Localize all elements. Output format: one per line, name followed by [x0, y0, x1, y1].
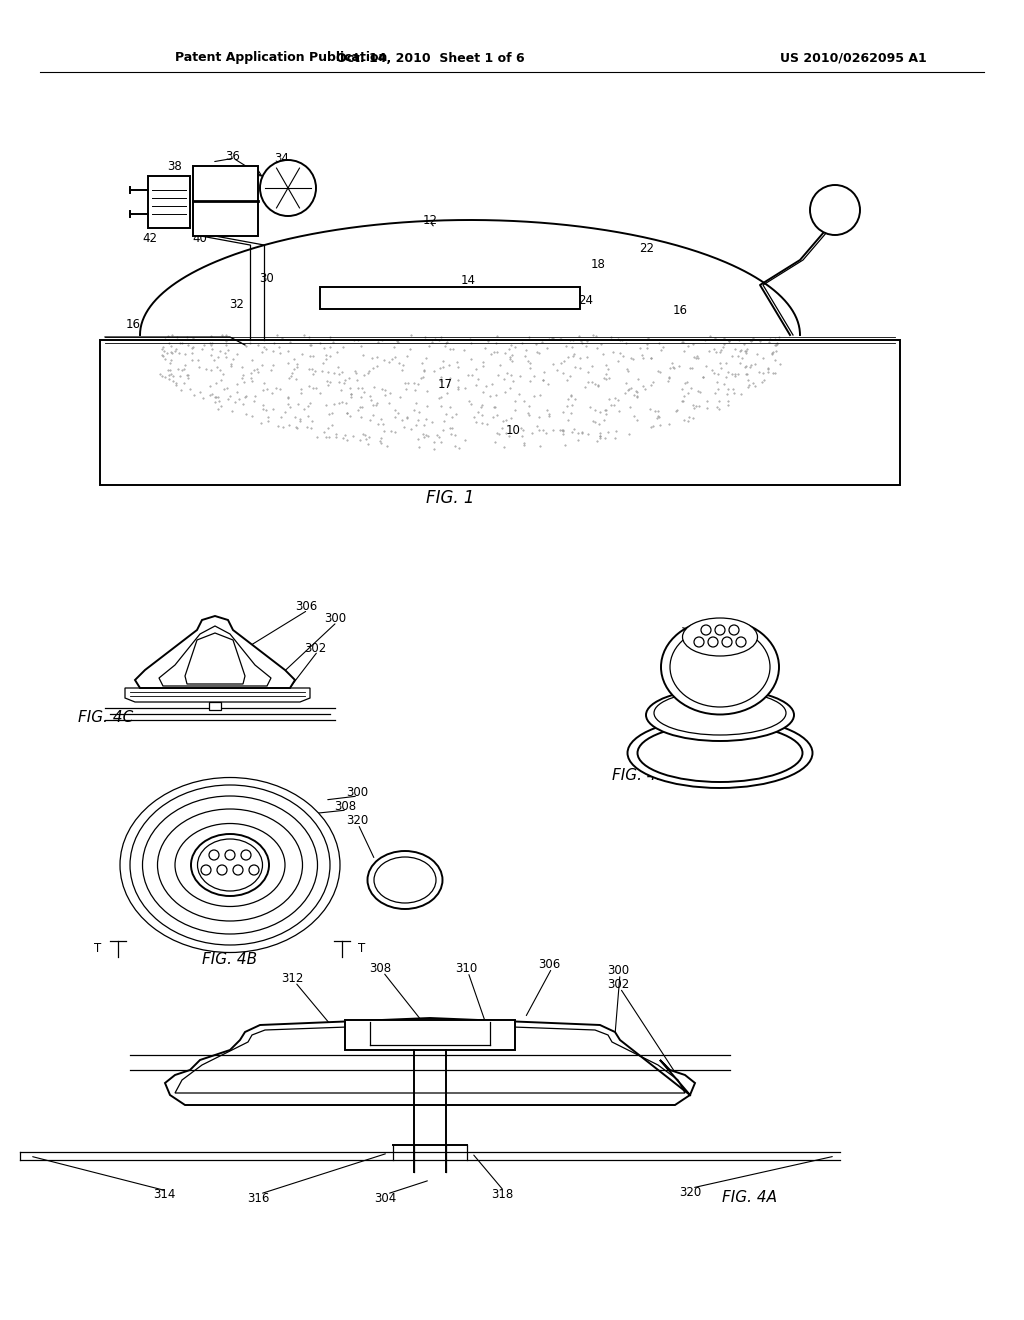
Polygon shape: [159, 626, 271, 686]
Text: 18: 18: [591, 259, 605, 272]
Ellipse shape: [191, 834, 269, 896]
Text: FIG. 1: FIG. 1: [426, 488, 474, 507]
Text: 312: 312: [281, 972, 303, 985]
Text: 12: 12: [423, 214, 437, 227]
Circle shape: [201, 865, 211, 875]
Circle shape: [715, 624, 725, 635]
Ellipse shape: [158, 809, 302, 921]
Circle shape: [701, 624, 711, 635]
Circle shape: [729, 624, 739, 635]
Polygon shape: [185, 634, 245, 684]
Ellipse shape: [670, 627, 770, 708]
Text: FIG. 4B: FIG. 4B: [203, 953, 258, 968]
Circle shape: [708, 638, 718, 647]
Text: 42: 42: [142, 231, 158, 244]
Polygon shape: [165, 1018, 695, 1105]
Circle shape: [694, 638, 705, 647]
Text: T: T: [358, 941, 366, 954]
Text: 300: 300: [709, 627, 731, 640]
Ellipse shape: [654, 690, 786, 735]
Text: 310: 310: [455, 961, 477, 974]
Text: 22: 22: [640, 242, 654, 255]
Text: 306: 306: [538, 957, 560, 970]
Circle shape: [209, 850, 219, 861]
Circle shape: [217, 865, 227, 875]
Text: 320: 320: [346, 813, 368, 826]
Text: 24: 24: [579, 293, 594, 306]
Polygon shape: [319, 286, 580, 309]
Circle shape: [233, 865, 243, 875]
Text: US 2010/0262095 A1: US 2010/0262095 A1: [780, 51, 927, 65]
Text: 16: 16: [673, 304, 687, 317]
Text: T: T: [94, 941, 101, 954]
Circle shape: [810, 185, 860, 235]
Text: 17: 17: [437, 379, 453, 392]
Circle shape: [249, 865, 259, 875]
Ellipse shape: [368, 851, 442, 909]
Text: 320: 320: [679, 1185, 701, 1199]
Polygon shape: [135, 616, 295, 688]
Polygon shape: [148, 176, 190, 228]
Circle shape: [722, 638, 732, 647]
Text: 304: 304: [374, 1192, 396, 1204]
Text: 308: 308: [369, 961, 391, 974]
Text: FIG. 4A: FIG. 4A: [723, 1191, 777, 1205]
Polygon shape: [209, 702, 221, 710]
Text: 318: 318: [490, 1188, 513, 1201]
Text: 308: 308: [334, 800, 356, 813]
Text: 314: 314: [153, 1188, 175, 1201]
Text: 38: 38: [168, 160, 182, 173]
Ellipse shape: [130, 785, 330, 945]
Text: 32: 32: [229, 298, 245, 312]
Text: 34: 34: [274, 153, 290, 165]
Text: Oct. 14, 2010  Sheet 1 of 6: Oct. 14, 2010 Sheet 1 of 6: [336, 51, 524, 65]
Text: FIG. 4C: FIG. 4C: [79, 710, 133, 726]
Text: 316: 316: [247, 1192, 269, 1204]
Text: 300: 300: [324, 611, 346, 624]
Circle shape: [241, 850, 251, 861]
Text: 20: 20: [381, 289, 395, 301]
Ellipse shape: [638, 723, 803, 781]
Ellipse shape: [198, 840, 262, 891]
Circle shape: [260, 160, 316, 216]
Ellipse shape: [662, 619, 779, 714]
Ellipse shape: [646, 689, 794, 741]
Ellipse shape: [175, 824, 285, 907]
Text: 30: 30: [260, 272, 274, 285]
Text: 36: 36: [225, 150, 241, 164]
Text: 40: 40: [193, 231, 208, 244]
Text: FIG. 4D: FIG. 4D: [611, 767, 669, 783]
Polygon shape: [193, 166, 258, 236]
Text: Patent Application Publication: Patent Application Publication: [175, 51, 387, 65]
Text: 302: 302: [304, 642, 326, 655]
Ellipse shape: [628, 718, 812, 788]
Text: 300: 300: [346, 785, 368, 799]
Text: 16: 16: [126, 318, 140, 331]
Polygon shape: [140, 220, 800, 335]
Ellipse shape: [120, 777, 340, 953]
Text: 10: 10: [506, 424, 520, 437]
Text: 26: 26: [827, 203, 843, 216]
Text: 306: 306: [295, 601, 317, 614]
Polygon shape: [100, 341, 900, 484]
Text: 300: 300: [607, 964, 629, 977]
Ellipse shape: [142, 796, 317, 935]
Circle shape: [225, 850, 234, 861]
Polygon shape: [345, 1020, 515, 1049]
Polygon shape: [125, 688, 310, 702]
Text: 14: 14: [461, 273, 475, 286]
Ellipse shape: [374, 857, 436, 903]
Circle shape: [736, 638, 746, 647]
Text: 302: 302: [607, 978, 629, 990]
Ellipse shape: [683, 618, 758, 656]
